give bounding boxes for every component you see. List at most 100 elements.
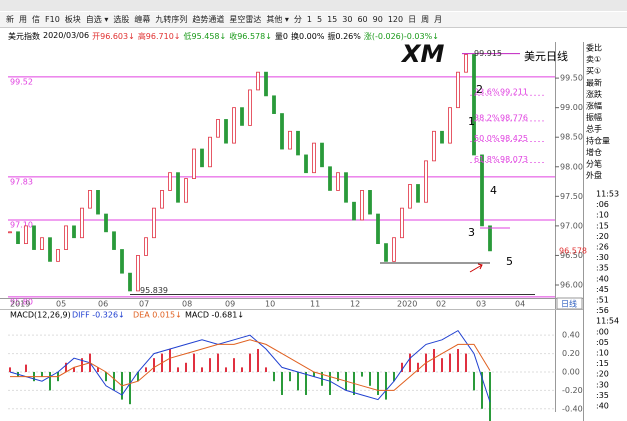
candle — [128, 272, 132, 292]
macd-legend: DIFF -0.326↓ — [72, 311, 125, 320]
quote-part: 收96.578↓ — [229, 32, 272, 41]
macd-bar — [193, 353, 195, 372]
candle — [264, 71, 268, 97]
macd-bar — [433, 348, 435, 372]
fib-ratio: 38.2% — [474, 113, 500, 122]
toolbar-item[interactable]: 趋势通道 — [192, 15, 225, 24]
macd-bar — [105, 371, 107, 382]
toolbar-item[interactable]: F10 — [45, 15, 60, 24]
macd-bar — [313, 371, 315, 377]
candle — [144, 237, 148, 256]
macd-bar — [329, 371, 331, 395]
macd-bar — [369, 371, 371, 386]
macd-bar — [65, 362, 67, 372]
toolbar-item[interactable]: 用 — [19, 15, 27, 24]
macd-bar — [385, 371, 387, 400]
candle — [312, 142, 316, 174]
candle — [48, 237, 52, 262]
side-time: :10 — [596, 349, 609, 358]
tab-label[interactable]: 日线 — [561, 299, 577, 309]
tab[interactable] — [556, 297, 583, 310]
toolbar-item[interactable]: 选股 — [113, 15, 130, 24]
x-tick-label: 09 — [225, 300, 235, 309]
y-tick-label: 99.50 — [560, 74, 583, 83]
chart-title: 美元日线 — [524, 49, 568, 63]
annotation: 5 — [506, 255, 513, 268]
macd-bar — [337, 371, 339, 382]
quote-part: 2020/03/06 — [43, 31, 90, 40]
macd-bar — [145, 367, 147, 372]
candle — [8, 231, 12, 234]
quote-part: 换0.00% — [291, 32, 325, 41]
toolbar-item[interactable]: 90 — [372, 15, 383, 24]
side-field: 卖① — [586, 55, 601, 64]
toolbar-item[interactable]: 星空雷达 — [229, 15, 262, 24]
toolbar: 新用信 F10 板块 自选 ▾ 选股 缠幕 九转序列 趋势通道 星空雷达 其他 ▾ 分 1 5 15 30 6… — [0, 12, 627, 28]
candle — [472, 54, 476, 156]
macd-legend: DEA 0.015↓ — [133, 311, 182, 320]
candle — [184, 178, 188, 203]
fib-value: 98.425 — [500, 134, 528, 143]
x-tick-label: 08 — [182, 300, 192, 309]
quote-part: 高96.710↓ — [137, 32, 181, 41]
side-time: :45 — [596, 285, 609, 294]
toolbar-item[interactable]: 60 — [357, 15, 368, 24]
candle — [152, 207, 156, 239]
side-field: 委比 — [586, 43, 602, 53]
y-tick-label: 98.00 — [560, 162, 583, 171]
macd-bar — [73, 367, 75, 372]
candle — [352, 201, 356, 221]
toolbar-item[interactable]: 周 — [421, 15, 430, 24]
candle — [104, 213, 108, 233]
annotation: 1 — [468, 115, 475, 128]
toolbar-item[interactable]: 15 — [327, 15, 338, 24]
candle — [280, 113, 284, 150]
candle — [64, 225, 68, 250]
y-tick-label: 99.00 — [560, 103, 583, 112]
toolbar-item[interactable]: 120 — [387, 15, 404, 24]
macd-bar — [217, 353, 219, 372]
toolbar-item[interactable]: 1 — [306, 15, 312, 24]
side-field: 最新 — [586, 77, 602, 87]
macd-bar — [265, 367, 267, 372]
toolbar-item[interactable]: 信 — [32, 15, 40, 24]
macd-legend: MACD(12,26,9) — [10, 311, 71, 320]
macd-bar — [153, 358, 155, 372]
candle — [216, 119, 220, 138]
side-time: :20 — [596, 370, 609, 379]
macd-bar — [273, 371, 275, 382]
toolbar-item[interactable]: 板块 — [64, 15, 81, 24]
candle — [112, 231, 116, 250]
toolbar-item[interactable]: 缠幕 — [134, 15, 151, 24]
side-time: :05 — [596, 338, 609, 347]
candle — [296, 130, 300, 156]
macd-bar — [393, 371, 395, 382]
candle — [368, 190, 372, 215]
candle — [136, 255, 140, 292]
quote-part: 开96.603↓ — [92, 32, 135, 41]
macd-bar — [209, 358, 211, 372]
toolbar-item[interactable]: 其他 ▾ — [266, 15, 289, 24]
toolbar-item[interactable]: 5 — [317, 15, 323, 24]
annotation: 4 — [490, 184, 497, 197]
candle — [456, 71, 460, 109]
macd-bar — [441, 358, 443, 372]
toolbar-item[interactable]: 日 — [408, 15, 417, 24]
toolbar-item[interactable]: 九转序列 — [155, 15, 188, 24]
toolbar-item[interactable]: 30 — [342, 15, 353, 24]
candle — [400, 207, 404, 239]
macd-bar — [25, 364, 27, 372]
toolbar-item[interactable]: 自选 ▾ — [85, 15, 109, 24]
macd-bar — [361, 371, 363, 377]
annotation: 2 — [476, 83, 483, 96]
toolbar-item[interactable]: 月 — [434, 15, 443, 24]
macd-tick-label: 0.40 — [562, 331, 580, 340]
candle — [248, 89, 252, 126]
candle — [328, 166, 332, 191]
toolbar-item[interactable]: 分 — [293, 15, 302, 24]
candle — [96, 190, 100, 215]
toolbar-item[interactable]: 新 — [6, 15, 14, 24]
fib-ratio: 61.8% — [474, 155, 500, 164]
macd-bar — [297, 371, 299, 391]
macd-bar — [241, 367, 243, 372]
